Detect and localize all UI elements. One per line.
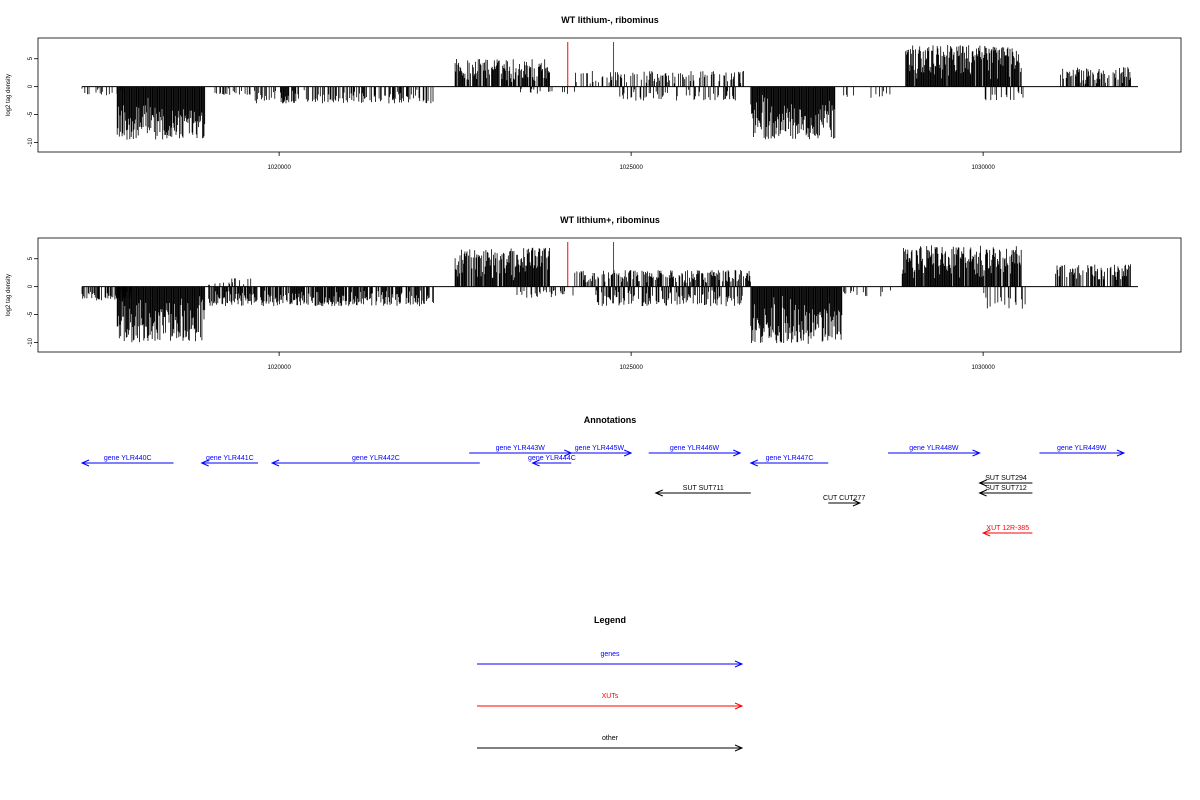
annotation-feature: CUT CUT277 — [823, 495, 865, 507]
legend: Legend genes XUTs other — [477, 615, 744, 752]
annotation-feature: SUT SUT294 — [978, 475, 1033, 487]
arrow-head — [654, 489, 663, 497]
annotation-feature: gene YLR441C — [200, 455, 258, 467]
annotation-feature: gene YLR442C — [270, 455, 480, 467]
annotation-feature: gene YLR449W — [1039, 445, 1126, 457]
feature-label: gene YLR447C — [766, 455, 814, 462]
arrow-head — [978, 489, 987, 497]
feature-label: gene YLR445W — [575, 445, 625, 452]
arrow-head — [852, 499, 862, 507]
annotation-feature: gene YLR448W — [888, 445, 981, 457]
y-tick-label: 5 — [28, 256, 34, 260]
y-tick-label: 5 — [28, 56, 34, 60]
annotation-feature: gene YLR447C — [749, 455, 829, 467]
arrow-head — [978, 479, 987, 487]
plot-frame — [37, 37, 1182, 153]
annotation-feature: gene YLR444C — [528, 455, 576, 467]
annotation-feature: SUT SUT711 — [654, 485, 751, 497]
panel-title: WT lithium+, ribominus — [560, 215, 660, 225]
arrow-head — [1116, 449, 1126, 457]
feature-label: gene YLR444C — [528, 455, 576, 462]
annotations-title: Annotations — [584, 415, 637, 425]
arrow-head — [531, 459, 540, 467]
annotation-feature: gene YLR445W — [567, 445, 633, 457]
annotation-feature: gene YLR446W — [648, 445, 742, 457]
x-tick-label: 1025000 — [619, 365, 643, 371]
x-tick-label: 1030000 — [971, 365, 995, 371]
legend-item: other — [477, 735, 744, 752]
arrow-head — [734, 744, 744, 752]
y-tick-label: -5 — [28, 111, 34, 117]
y-tick-label: -5 — [28, 311, 34, 317]
arrow-head — [734, 660, 744, 668]
panel-title: WT lithium-, ribominus — [561, 15, 659, 25]
feature-label: gene YLR446W — [670, 445, 720, 452]
arrow-head — [734, 702, 744, 710]
feature-label: SUT SUT711 — [683, 485, 724, 492]
x-tick-label: 1020000 — [267, 165, 291, 171]
legend-label: genes — [600, 651, 620, 658]
feature-label: SUT SUT294 — [985, 475, 1027, 482]
arrow-head — [200, 459, 209, 467]
feature-label: gene YLR448W — [909, 445, 959, 452]
track-panel-lithium-plus: WT lithium+, ribominus log2 tag density … — [6, 215, 1182, 371]
annotation-feature: gene YLR440C — [80, 455, 174, 467]
feature-label: SUT SUT712 — [985, 485, 1027, 492]
feature-label: XUT 12R-385 — [986, 525, 1029, 532]
feature-label: gene YLR442C — [352, 455, 400, 462]
feature-label: gene YLR449W — [1057, 445, 1107, 452]
x-tick-label: 1020000 — [267, 365, 291, 371]
arrow-head — [972, 449, 981, 457]
plot-frame — [37, 237, 1182, 353]
legend-label: XUTs — [602, 693, 619, 700]
y-tick-label: 0 — [28, 84, 34, 88]
y-tick-label: 0 — [28, 284, 34, 288]
legend-title: Legend — [594, 615, 626, 625]
feature-label: gene YLR443W — [496, 445, 546, 452]
y-tick-label: -10 — [28, 137, 34, 146]
annotations-track: Annotations gene YLR440C gene YLR441C gene… — [80, 415, 1126, 537]
legend-item: genes — [477, 651, 744, 668]
y-tick-label: -10 — [28, 337, 34, 346]
annotation-feature: SUT SUT712 — [978, 485, 1033, 497]
arrow-head — [623, 449, 633, 457]
feature-label: gene YLR441C — [206, 455, 254, 462]
arrow-head — [80, 459, 90, 467]
feature-label: gene YLR440C — [104, 455, 152, 462]
arrow-head — [981, 529, 991, 537]
legend-label: other — [602, 735, 619, 742]
legend-item: XUTs — [477, 693, 744, 710]
x-tick-label: 1030000 — [971, 165, 995, 171]
arrow-head — [733, 449, 742, 457]
y-axis-label: log2 tag density — [6, 74, 12, 116]
arrow-head — [749, 459, 758, 467]
arrow-head — [270, 459, 280, 467]
x-tick-label: 1025000 — [619, 165, 643, 171]
y-axis-label: log2 tag density — [6, 274, 12, 316]
annotation-feature: XUT 12R-385 — [981, 525, 1033, 537]
feature-label: CUT CUT277 — [823, 495, 865, 502]
track-panel-lithium-minus: WT lithium-, ribominus log2 tag density … — [6, 15, 1182, 171]
